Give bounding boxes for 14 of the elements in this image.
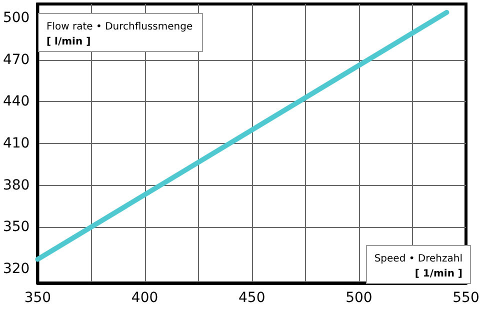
x-tick-label: 450	[238, 290, 266, 306]
x-axis-title: Speed • Drehzahl [ 1/min ]	[374, 254, 462, 280]
x-tick-label: 550	[452, 290, 480, 306]
x-tick-label: 500	[346, 290, 372, 306]
x-tick-label: 350	[24, 290, 52, 306]
y-tick-label: 500	[2, 10, 30, 26]
y-tick-label: 440	[2, 94, 30, 110]
x-tick-label: 400	[131, 290, 158, 306]
y-tick-label: 470	[2, 52, 30, 68]
y-axis-title: Flow rate • Durchflussmenge [ l/min ]	[46, 22, 193, 48]
y-tick-label: 380	[2, 177, 30, 194]
y-tick-label: 320	[2, 261, 30, 278]
y-tick-label: 350	[2, 219, 30, 236]
y-tick-label: 410	[2, 136, 30, 152]
